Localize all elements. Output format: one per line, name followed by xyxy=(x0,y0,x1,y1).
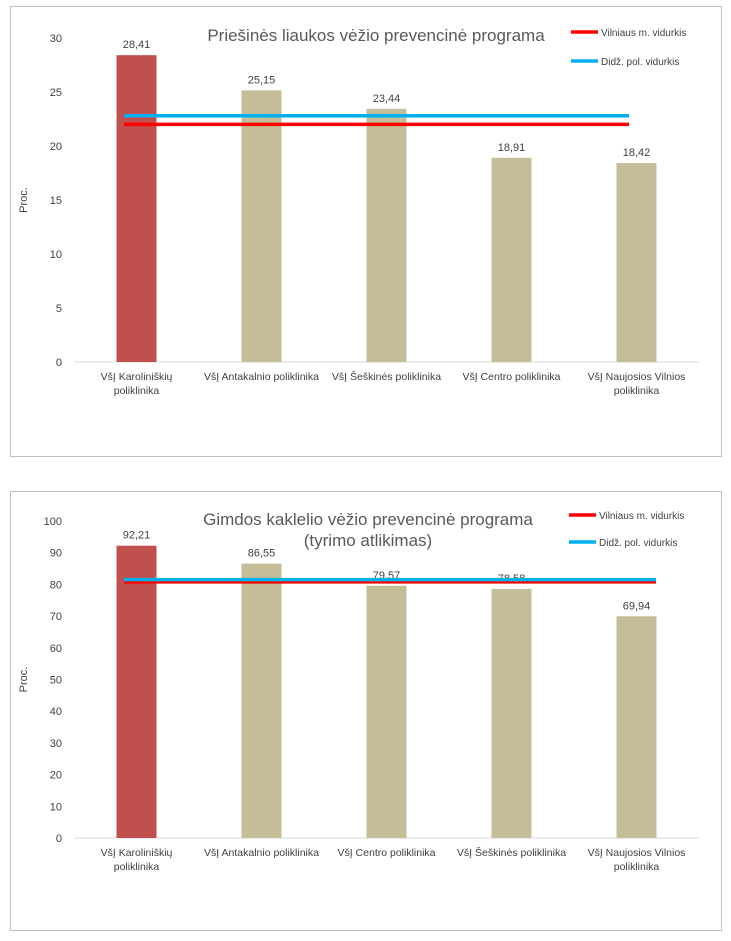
y-tick-label: 30 xyxy=(50,33,62,45)
chart-title: Priešinės liaukos vėžio prevencinė progr… xyxy=(207,26,545,45)
chart-panel-cervical: Gimdos kaklelio vėžio prevencinė program… xyxy=(10,491,722,931)
y-tick-label: 100 xyxy=(44,516,62,528)
category-label: VšĮ Centro poliklinika xyxy=(462,371,560,383)
y-tick-label: 30 xyxy=(50,738,62,750)
category-label: VšĮ Šeškinės poliklinika xyxy=(457,846,566,859)
data-label: 23,44 xyxy=(373,93,401,105)
data-label: 86,55 xyxy=(248,548,276,560)
category-label: VšĮ Naujosios Vilnios xyxy=(588,847,686,859)
y-tick-label: 40 xyxy=(50,706,62,718)
legend-label: Didž. pol. vidurkis xyxy=(601,57,679,68)
category-label: poliklinika xyxy=(614,385,660,397)
y-tick-label: 15 xyxy=(50,195,62,207)
bar xyxy=(116,545,157,838)
bar xyxy=(241,563,282,838)
data-label: 92,21 xyxy=(123,530,151,542)
chart-title: (tyrimo atlikimas) xyxy=(304,531,432,550)
y-tick-label: 0 xyxy=(56,833,62,845)
y-tick-label: 10 xyxy=(50,801,62,813)
legend-label: Vilniaus m. vidurkis xyxy=(601,28,686,39)
y-tick-label: 50 xyxy=(50,675,62,687)
category-label: VšĮ Karoliniškių xyxy=(101,847,173,859)
category-label: VšĮ Naujosios Vilnios xyxy=(588,371,686,383)
y-tick-label: 10 xyxy=(50,249,62,261)
category-label: poliklinika xyxy=(114,861,160,873)
y-tick-label: 90 xyxy=(50,548,62,560)
data-label: 69,94 xyxy=(623,600,651,612)
data-label: 18,42 xyxy=(623,147,651,159)
y-tick-label: 60 xyxy=(50,643,62,655)
chart-title: Gimdos kaklelio vėžio prevencinė program… xyxy=(203,510,533,529)
category-label: VšĮ Šeškinės poliklinika xyxy=(332,370,441,383)
y-tick-label: 0 xyxy=(56,357,62,369)
bar xyxy=(491,588,532,838)
legend-label: Didž. pol. vidurkis xyxy=(599,538,677,549)
bar xyxy=(616,163,657,362)
category-label: VšĮ Karoliniškių xyxy=(101,371,173,383)
category-label: poliklinika xyxy=(614,861,660,873)
chart-panel-prostate: Priešinės liaukos vėžio prevencinė progr… xyxy=(10,6,722,457)
bar xyxy=(366,108,407,363)
chart-prostate: Priešinės liaukos vėžio prevencinė progr… xyxy=(18,26,699,397)
y-tick-label: 20 xyxy=(50,141,62,153)
bar xyxy=(116,55,157,363)
bar xyxy=(366,585,407,838)
category-label: poliklinika xyxy=(114,385,160,397)
y-axis-label: Proc. xyxy=(18,187,30,213)
bar xyxy=(241,90,282,362)
data-label: 25,15 xyxy=(248,74,276,86)
legend-label: Vilniaus m. vidurkis xyxy=(599,511,684,522)
category-label: VšĮ Antakalnio poliklinika xyxy=(204,847,319,859)
y-tick-label: 80 xyxy=(50,579,62,591)
y-tick-label: 70 xyxy=(50,611,62,623)
y-tick-label: 5 xyxy=(56,303,62,315)
bar xyxy=(491,157,532,362)
chart-cervical: Gimdos kaklelio vėžio prevencinė program… xyxy=(18,510,699,873)
y-axis-label: Proc. xyxy=(18,667,30,693)
data-label: 28,41 xyxy=(123,39,151,51)
category-label: VšĮ Centro poliklinika xyxy=(337,847,435,859)
y-tick-label: 20 xyxy=(50,770,62,782)
y-tick-label: 25 xyxy=(50,87,62,99)
category-label: VšĮ Antakalnio poliklinika xyxy=(204,371,319,383)
bar xyxy=(616,616,657,838)
data-label: 18,91 xyxy=(498,142,526,154)
